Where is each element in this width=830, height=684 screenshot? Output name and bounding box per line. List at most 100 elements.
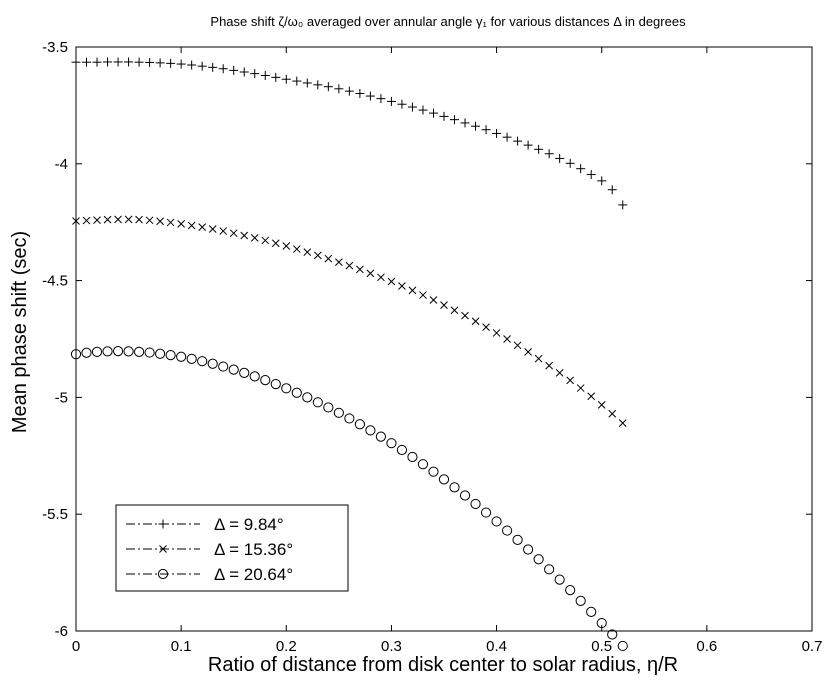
data-point xyxy=(145,57,155,67)
data-point xyxy=(566,376,575,385)
data-point xyxy=(345,261,354,270)
data-point xyxy=(208,225,217,233)
data-point xyxy=(608,409,617,418)
data-point xyxy=(281,74,291,84)
data-point xyxy=(523,544,534,555)
data-point xyxy=(229,65,239,75)
data-point xyxy=(102,346,113,357)
data-point xyxy=(123,346,134,357)
data-point xyxy=(533,554,544,565)
data-point xyxy=(144,347,155,358)
data-point xyxy=(113,57,123,67)
data-point xyxy=(398,282,406,290)
data-point xyxy=(365,425,376,436)
data-point xyxy=(156,217,164,226)
data-point xyxy=(513,136,523,146)
data-point xyxy=(155,58,165,68)
x-tick-label: 0.3 xyxy=(381,638,402,655)
data-point xyxy=(607,185,617,195)
data-point xyxy=(386,438,397,449)
data-point xyxy=(429,296,438,304)
data-point xyxy=(428,466,439,477)
x-tick-label: 0.4 xyxy=(486,638,507,655)
data-point xyxy=(219,227,228,235)
data-point xyxy=(597,176,607,186)
legend-label: Δ = 9.84° xyxy=(214,515,284,534)
data-point xyxy=(260,375,271,386)
data-point xyxy=(291,387,302,398)
data-point xyxy=(481,125,491,135)
x-tick-label: 0.2 xyxy=(276,638,297,655)
data-point xyxy=(103,57,113,67)
data-point xyxy=(324,254,333,263)
data-point xyxy=(375,431,387,442)
data-point xyxy=(513,341,522,350)
data-point xyxy=(228,364,239,375)
data-point xyxy=(597,401,606,409)
legend-marker xyxy=(157,568,169,580)
data-point xyxy=(281,383,292,394)
data-point xyxy=(292,76,302,86)
legend: Δ = 9.84° Δ = 15.36° Δ = 20.64° xyxy=(115,504,349,592)
data-point xyxy=(440,301,448,309)
data-point xyxy=(576,164,586,174)
data-point xyxy=(461,311,469,320)
data-point xyxy=(165,350,176,361)
data-point xyxy=(354,419,365,430)
data-point xyxy=(355,88,365,98)
data-point xyxy=(334,84,344,94)
data-point xyxy=(419,291,427,299)
data-point xyxy=(596,617,607,629)
data-point xyxy=(177,219,185,228)
data-point xyxy=(323,82,333,92)
series-circle xyxy=(70,346,628,652)
data-point xyxy=(82,57,92,67)
data-point xyxy=(534,354,543,363)
data-point xyxy=(239,367,250,378)
data-point xyxy=(145,216,154,225)
data-point xyxy=(545,361,553,370)
plot-area-frame xyxy=(75,46,813,632)
data-point xyxy=(366,269,375,278)
y-axis-title: Mean phase shift (sec) xyxy=(9,231,31,433)
data-point xyxy=(93,216,101,224)
legend-entry: Δ = 9.84° xyxy=(126,515,284,534)
data-point xyxy=(576,384,585,392)
y-tick-label: -4 xyxy=(55,156,68,173)
legend-label: Δ = 15.36° xyxy=(214,540,293,559)
data-point xyxy=(313,251,322,260)
data-point xyxy=(618,419,627,427)
data-point xyxy=(502,132,512,142)
data-point xyxy=(344,86,354,96)
legend-box xyxy=(115,504,349,592)
data-point xyxy=(313,80,323,90)
data-point xyxy=(303,248,312,256)
data-point xyxy=(176,351,187,362)
legend-entry: Δ = 20.64° xyxy=(126,565,293,584)
data-point xyxy=(407,102,417,112)
data-point xyxy=(91,346,103,357)
y-tick-label: -3.5 xyxy=(42,39,68,56)
legend-entry: Δ = 15.36° xyxy=(126,540,293,559)
data-point xyxy=(81,347,92,358)
data-point xyxy=(218,64,228,74)
data-point xyxy=(417,459,429,470)
data-point xyxy=(239,67,249,77)
data-point xyxy=(491,516,502,527)
data-point xyxy=(492,128,502,138)
data-point xyxy=(554,574,565,585)
legend-label: Δ = 20.64° xyxy=(214,565,293,584)
data-point xyxy=(555,369,564,377)
x-tick-label: 0.7 xyxy=(802,638,823,655)
data-point xyxy=(377,273,385,282)
data-point xyxy=(335,258,343,266)
data-point xyxy=(586,606,597,617)
data-point xyxy=(407,451,418,463)
data-point xyxy=(282,242,291,250)
data-point xyxy=(92,57,102,67)
series-plus xyxy=(71,57,628,210)
data-point xyxy=(250,233,259,242)
data-point xyxy=(187,60,197,70)
data-point xyxy=(344,413,355,424)
